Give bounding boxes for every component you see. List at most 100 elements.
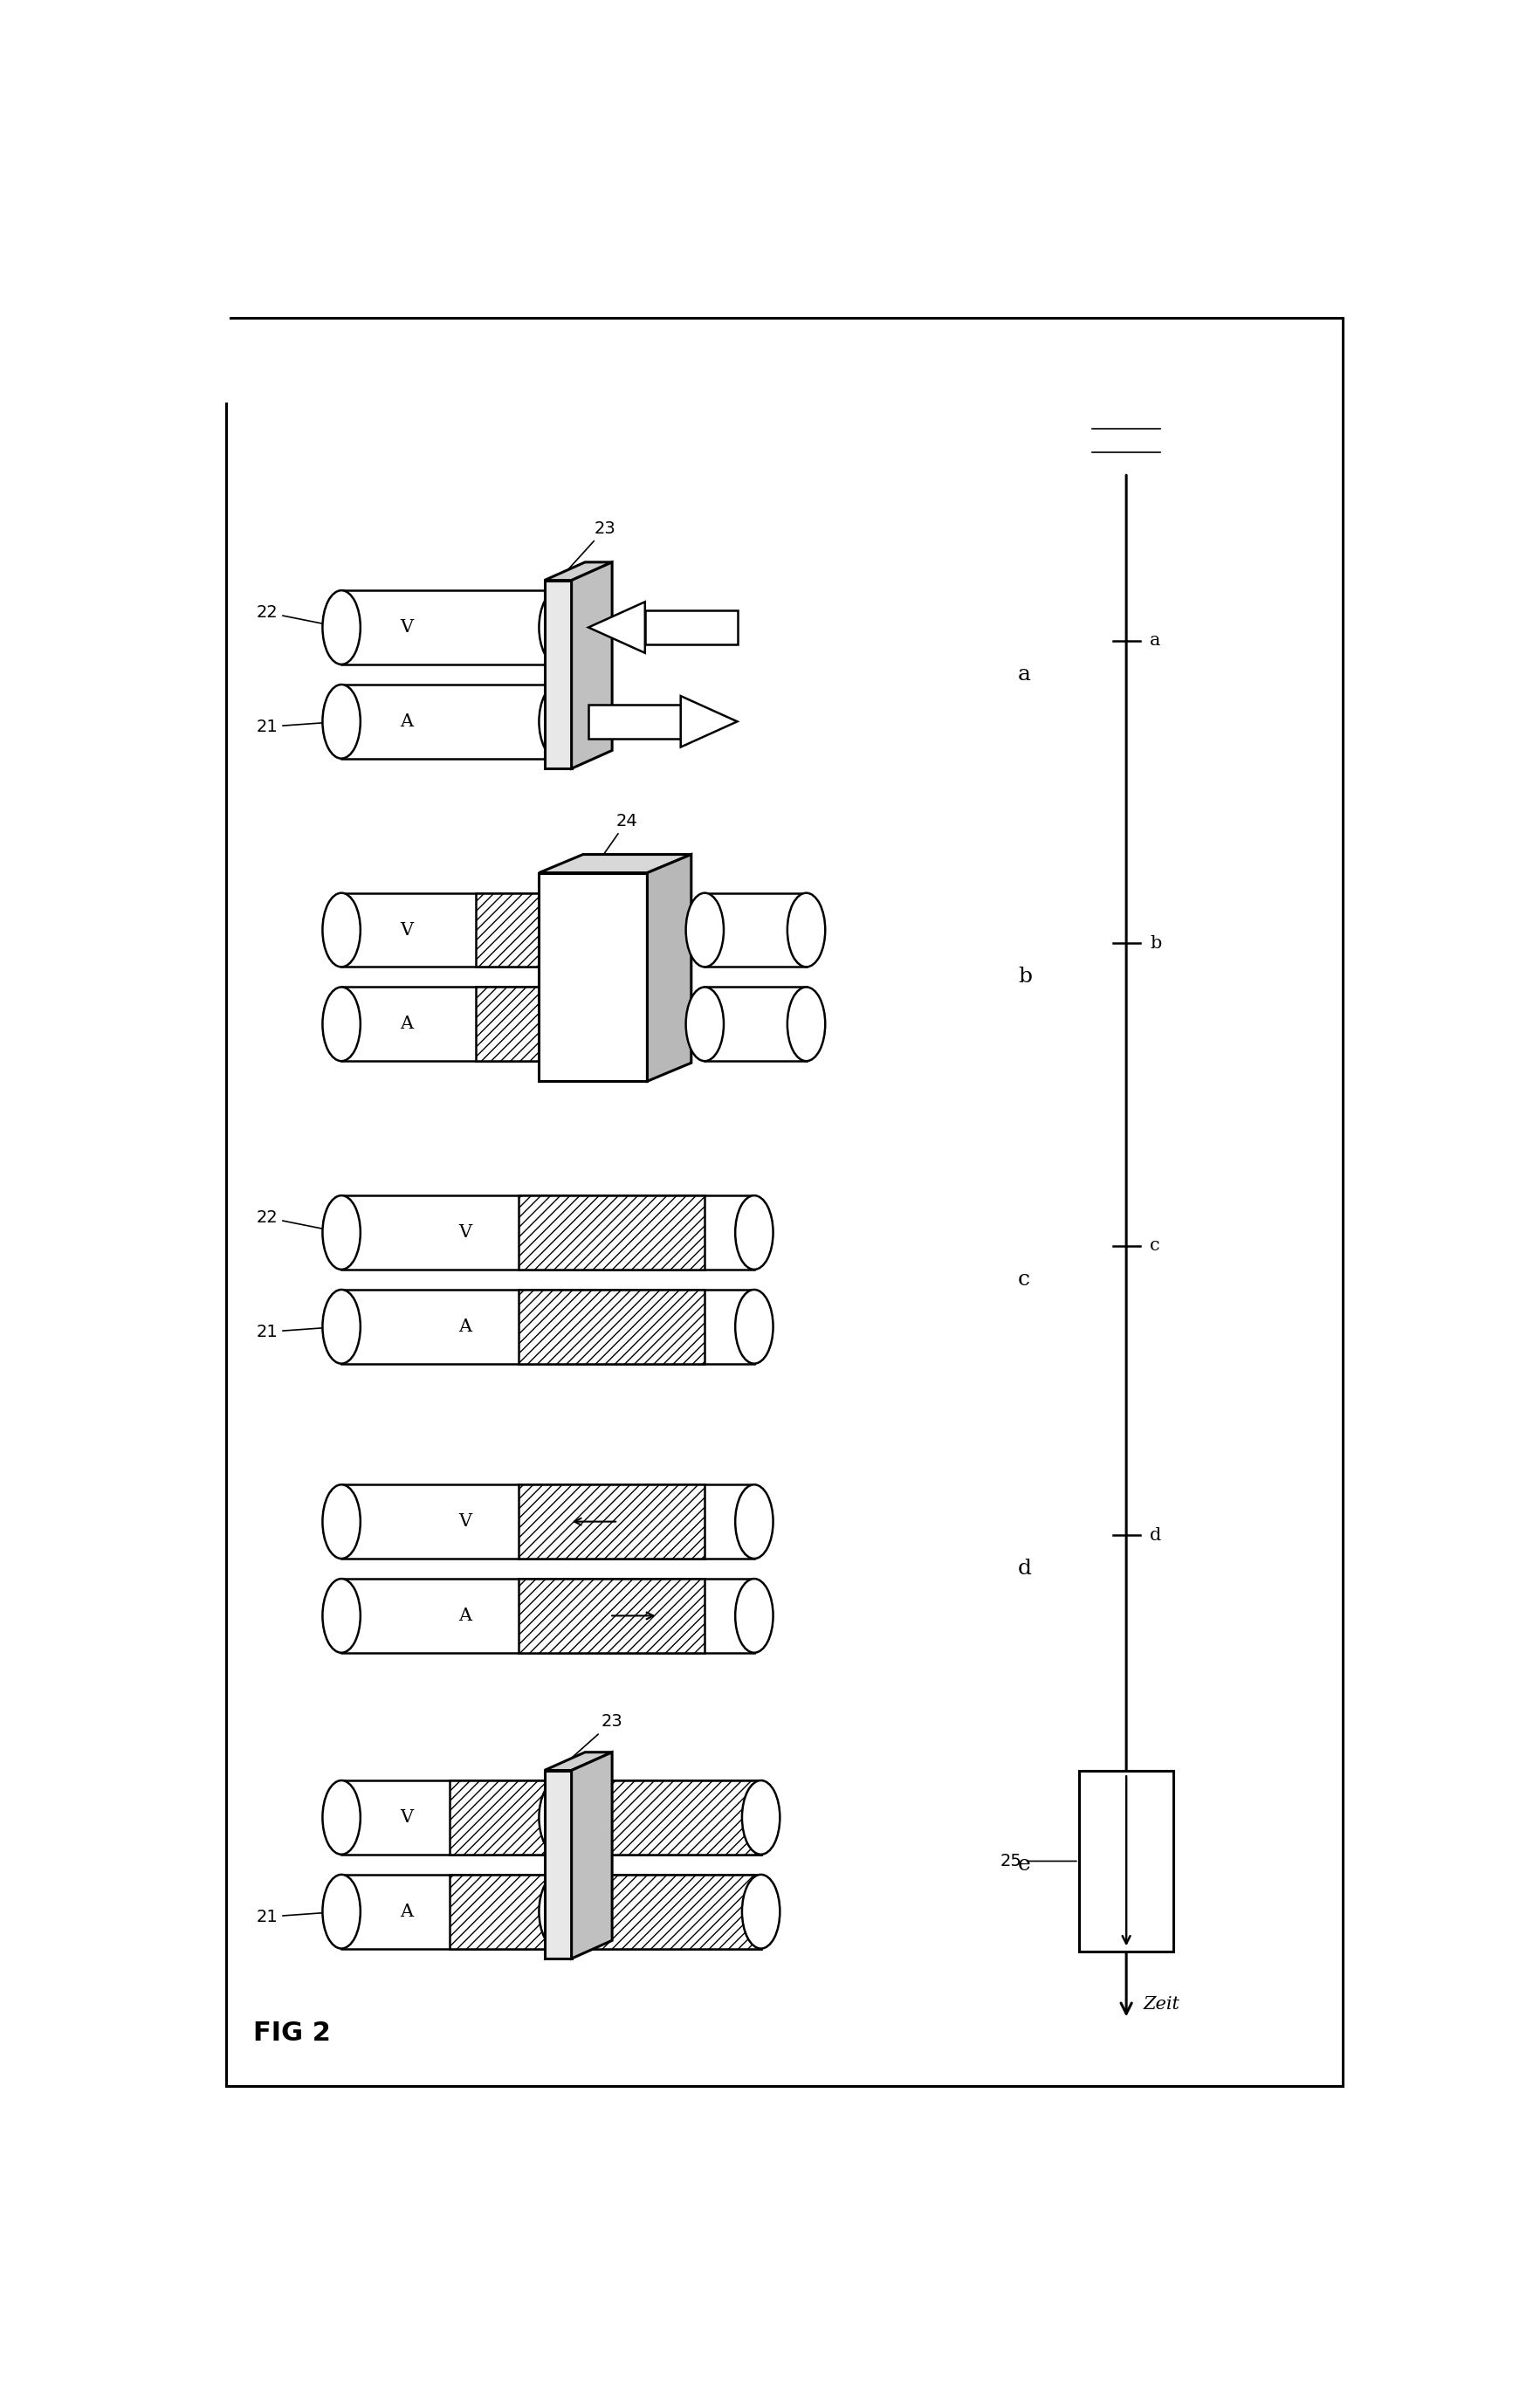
Bar bbox=[476, 986, 557, 1060]
Polygon shape bbox=[544, 562, 611, 581]
Bar bbox=[519, 1579, 704, 1653]
Text: A: A bbox=[399, 1015, 413, 1031]
Ellipse shape bbox=[322, 1875, 360, 1948]
Text: V: V bbox=[399, 1810, 413, 1825]
Bar bbox=[519, 1484, 704, 1558]
Bar bbox=[591, 1875, 761, 1948]
Text: b: b bbox=[1018, 967, 1032, 986]
Text: A: A bbox=[459, 1608, 471, 1625]
Bar bbox=[476, 893, 557, 967]
Bar bbox=[519, 1289, 704, 1363]
Text: A: A bbox=[399, 712, 413, 729]
Polygon shape bbox=[588, 603, 645, 653]
Bar bbox=[1078, 1770, 1173, 1951]
Ellipse shape bbox=[742, 1779, 779, 1856]
Bar bbox=[342, 1579, 753, 1653]
Ellipse shape bbox=[322, 1484, 360, 1558]
Bar bbox=[342, 591, 557, 665]
Bar bbox=[591, 1779, 761, 1856]
Ellipse shape bbox=[539, 1779, 576, 1856]
Bar bbox=[704, 893, 805, 967]
Bar bbox=[519, 1289, 704, 1363]
Ellipse shape bbox=[539, 893, 576, 967]
Ellipse shape bbox=[685, 893, 724, 967]
Bar bbox=[519, 1579, 704, 1653]
Bar bbox=[476, 893, 557, 967]
Text: 22: 22 bbox=[256, 605, 339, 626]
Ellipse shape bbox=[322, 986, 360, 1060]
Text: FIG 2: FIG 2 bbox=[254, 2020, 331, 2046]
Polygon shape bbox=[571, 1753, 611, 1958]
Ellipse shape bbox=[573, 1875, 610, 1948]
Polygon shape bbox=[571, 562, 611, 769]
Ellipse shape bbox=[735, 1289, 773, 1363]
Ellipse shape bbox=[539, 986, 576, 1060]
Ellipse shape bbox=[322, 591, 360, 665]
Text: 24: 24 bbox=[594, 812, 638, 867]
Bar bbox=[591, 1779, 761, 1856]
Ellipse shape bbox=[685, 986, 724, 1060]
Text: b: b bbox=[1149, 936, 1161, 953]
Bar bbox=[704, 986, 805, 1060]
Text: e: e bbox=[1018, 1856, 1030, 1875]
Bar bbox=[544, 581, 571, 769]
Ellipse shape bbox=[539, 1875, 576, 1948]
Bar bbox=[342, 684, 557, 757]
Ellipse shape bbox=[322, 893, 360, 967]
Polygon shape bbox=[544, 1753, 611, 1770]
Polygon shape bbox=[647, 855, 691, 1081]
Text: d: d bbox=[1149, 1527, 1161, 1544]
Bar bbox=[342, 1875, 557, 1948]
Bar bbox=[342, 1196, 753, 1270]
Ellipse shape bbox=[322, 1779, 360, 1856]
Text: 23: 23 bbox=[562, 519, 616, 574]
Text: 22: 22 bbox=[256, 1210, 339, 1231]
Text: a: a bbox=[1018, 665, 1030, 684]
Text: e: e bbox=[1149, 1822, 1160, 1839]
Text: a: a bbox=[1149, 634, 1160, 650]
Ellipse shape bbox=[742, 1875, 779, 1948]
Bar bbox=[342, 1289, 753, 1363]
Text: d: d bbox=[1018, 1558, 1032, 1579]
Ellipse shape bbox=[735, 1196, 773, 1270]
Text: 25: 25 bbox=[999, 1853, 1076, 1870]
Bar bbox=[588, 705, 681, 738]
Bar bbox=[450, 1875, 557, 1948]
Ellipse shape bbox=[322, 1579, 360, 1653]
Text: V: V bbox=[459, 1513, 471, 1529]
Text: Zeit: Zeit bbox=[1143, 1996, 1180, 2013]
Bar bbox=[519, 1196, 704, 1270]
Ellipse shape bbox=[539, 591, 576, 665]
Ellipse shape bbox=[787, 893, 825, 967]
Bar bbox=[342, 893, 557, 967]
Bar bbox=[645, 610, 736, 643]
Text: A: A bbox=[399, 1903, 413, 1920]
Polygon shape bbox=[681, 696, 736, 748]
Text: 23: 23 bbox=[562, 1713, 622, 1765]
Text: V: V bbox=[459, 1224, 471, 1241]
Bar bbox=[591, 1875, 761, 1948]
Bar bbox=[544, 1770, 571, 1958]
Ellipse shape bbox=[735, 1579, 773, 1653]
Bar bbox=[342, 986, 557, 1060]
Text: 21: 21 bbox=[256, 1908, 339, 1925]
Bar bbox=[450, 1779, 557, 1856]
Bar bbox=[476, 986, 557, 1060]
Bar bbox=[591, 1779, 761, 1856]
Bar bbox=[519, 1484, 704, 1558]
Bar bbox=[519, 1196, 704, 1270]
Text: c: c bbox=[1018, 1270, 1030, 1289]
Ellipse shape bbox=[787, 986, 825, 1060]
Bar bbox=[342, 1484, 753, 1558]
Text: V: V bbox=[399, 619, 413, 636]
Text: 21: 21 bbox=[256, 719, 339, 736]
Text: 21: 21 bbox=[256, 1324, 339, 1341]
Ellipse shape bbox=[322, 1196, 360, 1270]
Bar bbox=[450, 1779, 557, 1856]
Bar bbox=[342, 1779, 557, 1856]
Bar bbox=[591, 1875, 761, 1948]
Ellipse shape bbox=[735, 1484, 773, 1558]
Text: A: A bbox=[459, 1317, 471, 1334]
Ellipse shape bbox=[539, 684, 576, 757]
Polygon shape bbox=[539, 855, 691, 872]
